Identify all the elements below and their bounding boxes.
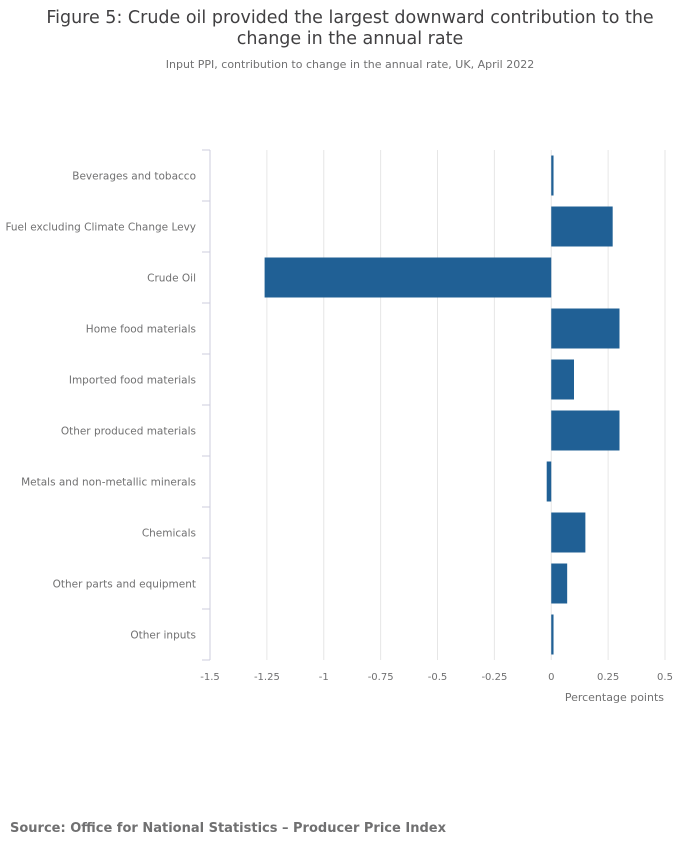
x-axis-title: Percentage points	[565, 691, 664, 704]
bar-chart: -1.5 -1.25 -1 -0.75 -0.5 -0.25 0 0.25 0.5 Bevera…	[5, 149, 673, 704]
bars	[264, 155, 620, 655]
x-tick-label: 0	[548, 672, 554, 683]
x-tick-labels: -1.5 -1.25 -1 -0.75 -0.5 -0.25 0 0.25 0.5	[200, 672, 673, 683]
bar	[546, 461, 552, 502]
x-tick-label: -1	[319, 672, 329, 683]
category-label: Fuel excluding Climate Change Levy	[5, 222, 196, 234]
category-label: Imported food materials	[69, 375, 196, 387]
bar	[551, 308, 620, 349]
y-axis	[202, 149, 211, 661]
bar	[551, 155, 554, 196]
x-tick-label: -0.75	[368, 672, 394, 683]
bar	[551, 512, 586, 553]
source-note: Source: Office for National Statistics –…	[10, 821, 446, 836]
category-label: Other parts and equipment	[53, 579, 196, 591]
category-label: Beverages and tobacco	[72, 171, 196, 183]
bar	[264, 257, 552, 298]
category-label: Other inputs	[130, 630, 196, 642]
x-tick-label: -0.25	[481, 672, 507, 683]
category-label: Chemicals	[142, 528, 196, 540]
category-label: Metals and non-metallic minerals	[21, 477, 196, 489]
category-label: Crude Oil	[147, 273, 196, 285]
category-labels: Beverages and tobacco Fuel excluding Clim…	[5, 171, 196, 642]
bar	[551, 206, 613, 247]
bar	[551, 563, 568, 604]
category-label: Other produced materials	[61, 426, 196, 438]
x-tick-label: -1.25	[254, 672, 280, 683]
chart-title: Figure 5: Crude oil provided the largest…	[46, 8, 654, 49]
category-label: Home food materials	[86, 324, 196, 336]
bar	[551, 614, 554, 655]
x-tick-label: -0.5	[428, 672, 448, 683]
x-tick-label: 0.5	[657, 672, 673, 683]
chart-subtitle: Input PPI, contribution to change in the…	[165, 58, 535, 71]
bar	[551, 410, 620, 451]
bar	[551, 359, 574, 400]
x-tick-label: -1.5	[200, 672, 220, 683]
x-tick-label: 0.25	[597, 672, 619, 683]
